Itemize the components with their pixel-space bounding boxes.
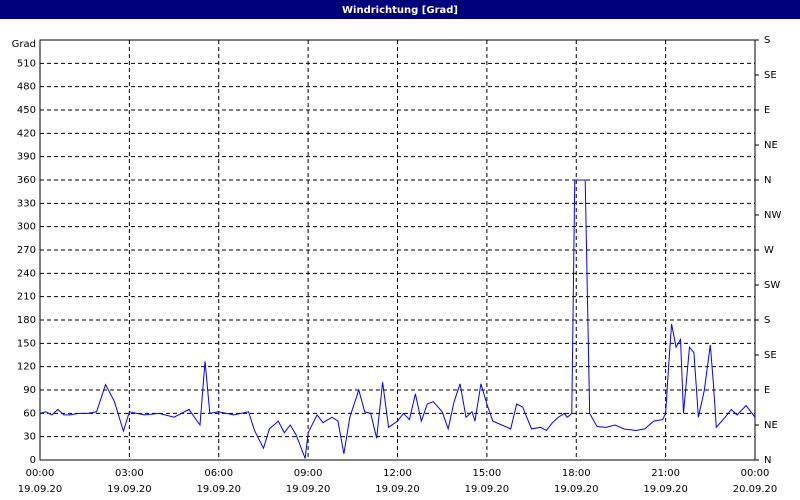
y-tick-label: 300 (17, 222, 36, 233)
x-tick-label: 03:00 (115, 468, 144, 479)
y-tick-label: 360 (17, 175, 36, 186)
y2-tick-label: SE (764, 350, 777, 361)
y-tick-label: 0 (30, 455, 36, 466)
x-tick-date: 19.09.20 (107, 484, 152, 495)
chart-title: Windrichtung [Grad] (342, 5, 458, 16)
y2-tick-label: S (764, 315, 770, 326)
y2-tick-label: NW (764, 210, 781, 221)
y-tick-label: 420 (17, 128, 36, 139)
x-tick-date: 19.09.20 (286, 484, 331, 495)
y-tick-label: 210 (17, 292, 36, 303)
y-axis-label: Grad (12, 39, 36, 50)
y-tick-label: 120 (17, 362, 36, 373)
y2-tick-label: SW (764, 280, 780, 291)
x-tick-date: 19.09.20 (554, 484, 599, 495)
y-tick-label: 180 (17, 315, 36, 326)
title-bar (0, 0, 800, 19)
y2-tick-label: NE (764, 140, 778, 151)
y2-tick-label: S (764, 35, 770, 46)
y-tick-label: 450 (17, 105, 36, 116)
y-tick-label: 60 (23, 408, 36, 419)
y2-tick-label: E (764, 385, 770, 396)
x-tick-label: 06:00 (204, 468, 233, 479)
x-tick-label: 18:00 (562, 468, 591, 479)
x-tick-label: 00:00 (741, 468, 770, 479)
y2-tick-label: W (764, 245, 774, 256)
y-tick-label: 240 (17, 268, 36, 279)
x-tick-date: 19.09.20 (196, 484, 241, 495)
y-tick-label: 90 (23, 385, 36, 396)
x-tick-date: 19.09.20 (18, 484, 63, 495)
x-tick-date: 19.09.20 (643, 484, 688, 495)
x-tick-date: 19.09.20 (375, 484, 420, 495)
x-tick-date: 19.09.20 (465, 484, 510, 495)
y-tick-label: 30 (23, 432, 36, 443)
y-tick-label: 270 (17, 245, 36, 256)
x-tick-label: 00:00 (26, 468, 55, 479)
x-tick-label: 09:00 (294, 468, 323, 479)
y2-tick-label: N (764, 455, 771, 466)
data-line (39, 179, 756, 459)
x-tick-label: 12:00 (383, 468, 412, 479)
y2-tick-label: NE (764, 420, 778, 431)
y-tick-label: 150 (17, 338, 36, 349)
y2-tick-label: E (764, 105, 770, 116)
y-tick-label: 510 (17, 58, 36, 69)
y-tick-label: 480 (17, 82, 36, 93)
y-tick-label: 330 (17, 198, 36, 209)
y2-tick-label: SE (764, 70, 777, 81)
x-tick-label: 21:00 (651, 468, 680, 479)
y-tick-label: 390 (17, 152, 36, 163)
x-tick-date: 20.09.20 (733, 484, 778, 495)
x-tick-label: 15:00 (472, 468, 501, 479)
y2-tick-label: N (764, 175, 771, 186)
